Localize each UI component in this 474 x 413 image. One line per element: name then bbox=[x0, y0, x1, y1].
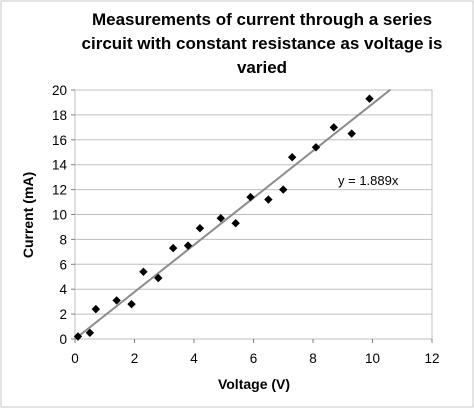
y-tick-label: 2 bbox=[59, 307, 67, 322]
data-point bbox=[85, 328, 95, 337]
trendline-equation: y = 1.889x bbox=[338, 173, 399, 188]
data-point bbox=[139, 267, 148, 276]
y-tick-label: 8 bbox=[59, 232, 67, 247]
data-point bbox=[168, 243, 178, 253]
x-tick-label: 8 bbox=[309, 351, 317, 366]
data-point bbox=[365, 94, 374, 103]
x-axis-ticks: 0 2 4 6 8 10 12 bbox=[71, 339, 440, 366]
chart-title-line-3: varied bbox=[237, 58, 287, 77]
x-tick-label: 0 bbox=[71, 351, 79, 366]
x-axis-label: Voltage (V) bbox=[218, 376, 290, 392]
data-point bbox=[347, 129, 356, 138]
y-tick-label: 14 bbox=[52, 158, 68, 173]
data-point bbox=[195, 223, 205, 233]
data-point bbox=[73, 332, 83, 341]
chart-title-line-1: Measurements of current through a series bbox=[92, 10, 432, 29]
y-axis-label: Current (mA) bbox=[20, 172, 36, 258]
y-tick-label: 20 bbox=[52, 83, 67, 98]
data-point bbox=[183, 241, 193, 250]
x-tick-label: 12 bbox=[424, 351, 439, 366]
data-points bbox=[73, 94, 374, 341]
data-point bbox=[216, 214, 225, 223]
y-tick-label: 16 bbox=[52, 133, 67, 148]
x-tick-label: 2 bbox=[131, 351, 139, 366]
y-tick-label: 0 bbox=[59, 332, 67, 347]
data-point bbox=[112, 296, 121, 305]
data-point bbox=[279, 185, 288, 194]
data-point bbox=[231, 219, 240, 228]
y-tick-label: 18 bbox=[52, 108, 67, 123]
data-point bbox=[127, 299, 136, 309]
y-tick-label: 12 bbox=[52, 183, 67, 198]
data-point bbox=[91, 304, 101, 314]
data-point bbox=[246, 192, 255, 202]
y-tick-label: 10 bbox=[52, 208, 67, 223]
trendline bbox=[74, 88, 391, 340]
data-point bbox=[311, 143, 321, 152]
y-axis-ticks: 0 2 4 6 8 10 12 14 16 18 20 bbox=[52, 83, 75, 347]
x-tick-label: 6 bbox=[250, 351, 258, 366]
data-point bbox=[287, 153, 297, 162]
y-tick-label: 6 bbox=[59, 257, 67, 272]
y-tick-label: 4 bbox=[59, 282, 67, 297]
x-tick-label: 10 bbox=[365, 351, 380, 366]
data-point bbox=[329, 123, 339, 132]
data-point bbox=[154, 273, 163, 283]
x-tick-label: 4 bbox=[190, 351, 198, 366]
data-point bbox=[264, 195, 273, 204]
chart-title-line-2: circuit with constant resistance as volt… bbox=[82, 34, 443, 53]
